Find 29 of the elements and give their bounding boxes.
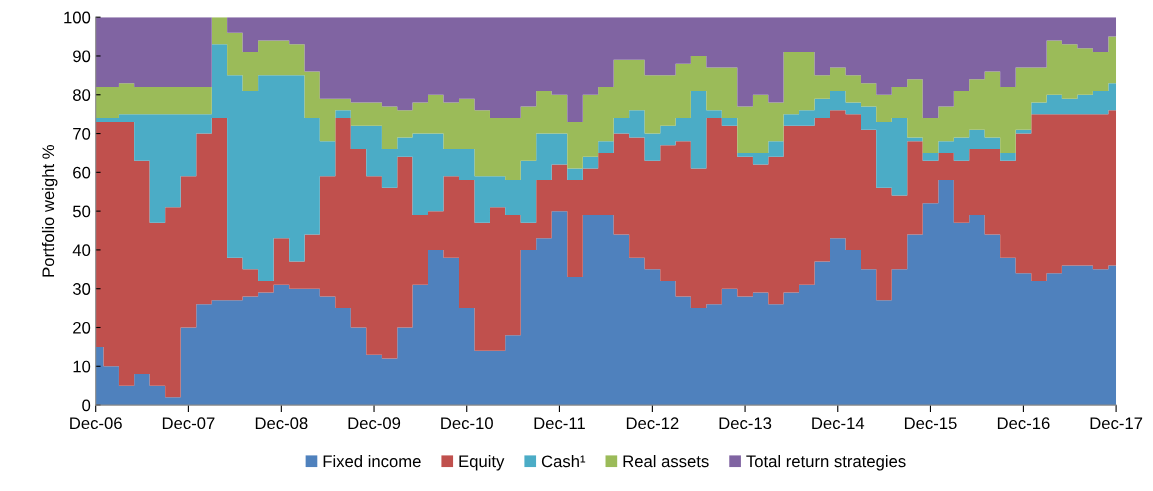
- x-tick-label: Dec-11: [534, 417, 585, 430]
- x-tick-label: Dec-07: [162, 417, 215, 430]
- x-tick-label: Dec-12: [626, 417, 679, 430]
- y-tick-label: 90: [73, 50, 91, 63]
- y-tick-label: 70: [73, 127, 91, 140]
- y-axis-title: Portfolio weight %: [41, 145, 58, 277]
- legend-label: Cash¹: [541, 454, 586, 468]
- x-tick-label: Dec-13: [719, 417, 772, 430]
- x-tick-label: Dec-06: [70, 417, 122, 430]
- legend-label: Total return strategies: [746, 454, 906, 471]
- x-tick-label: Dec-16: [997, 417, 1050, 430]
- y-tick-label: 20: [73, 321, 91, 334]
- legend-label: Fixed income: [323, 454, 421, 468]
- y-tick-label: 100: [64, 11, 91, 24]
- x-tick-label: Dec-09: [348, 417, 401, 430]
- x-tick-label: Dec-14: [812, 417, 865, 430]
- y-tick-label: 30: [72, 283, 91, 295]
- x-tick-label: Dec-08: [255, 417, 308, 430]
- y-tick-label: 0: [82, 399, 91, 412]
- legend-label: Equity: [459, 454, 505, 471]
- x-tick-label: Dec-10: [441, 417, 493, 430]
- y-tick-label: 10: [73, 360, 91, 373]
- y-tick-label: 40: [72, 244, 91, 257]
- y-tick-label: 50: [72, 205, 91, 218]
- x-tick-label: Dec-15: [904, 417, 957, 430]
- x-tick-label: Dec-17: [1090, 417, 1143, 430]
- legend-label: Real assets: [623, 454, 709, 468]
- y-tick-label: 80: [73, 89, 91, 101]
- y-tick-label: 60: [73, 166, 91, 179]
